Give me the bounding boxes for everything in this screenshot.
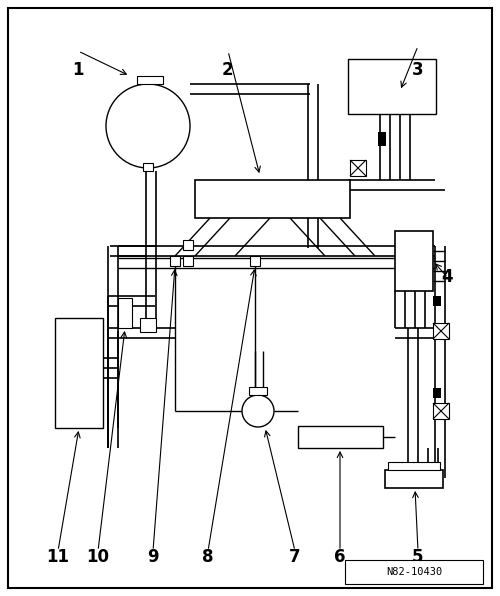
- Text: 2: 2: [222, 61, 234, 79]
- Text: 1: 1: [72, 61, 83, 79]
- Bar: [433, 388, 441, 398]
- Bar: [143, 163, 153, 171]
- Bar: [170, 256, 180, 266]
- Bar: [298, 426, 383, 448]
- Bar: [249, 387, 267, 395]
- Bar: [140, 318, 156, 332]
- Circle shape: [242, 395, 274, 427]
- Bar: [378, 132, 386, 146]
- Circle shape: [106, 84, 190, 168]
- Bar: [395, 231, 433, 291]
- Bar: [137, 76, 163, 84]
- Text: 11: 11: [46, 548, 69, 566]
- Text: 8: 8: [202, 548, 213, 566]
- Bar: [55, 318, 103, 428]
- Text: 6: 6: [334, 548, 346, 566]
- Text: 3: 3: [412, 61, 424, 79]
- Bar: [388, 462, 440, 470]
- Bar: [348, 59, 436, 114]
- Bar: [433, 296, 441, 306]
- Text: N82-10430: N82-10430: [386, 567, 442, 577]
- Bar: [433, 323, 449, 339]
- Bar: [345, 560, 483, 584]
- Text: 9: 9: [146, 548, 158, 566]
- Text: 10: 10: [86, 548, 109, 566]
- Bar: [350, 160, 366, 176]
- Bar: [195, 180, 350, 218]
- Text: 7: 7: [289, 548, 301, 566]
- Bar: [433, 403, 449, 419]
- Bar: [250, 256, 260, 266]
- Text: 5: 5: [412, 548, 423, 566]
- Bar: [183, 240, 193, 250]
- Bar: [183, 256, 193, 266]
- Bar: [385, 470, 443, 488]
- Text: 4: 4: [442, 268, 454, 286]
- Bar: [118, 298, 132, 328]
